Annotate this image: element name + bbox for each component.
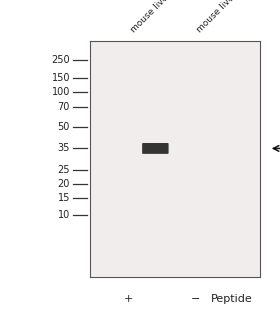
Text: mouse liver: mouse liver bbox=[195, 0, 239, 35]
Text: −: − bbox=[191, 294, 200, 304]
Text: 15: 15 bbox=[58, 193, 70, 203]
Text: mouse liver: mouse liver bbox=[129, 0, 173, 35]
Text: 250: 250 bbox=[51, 55, 70, 65]
Text: 150: 150 bbox=[52, 72, 70, 83]
Text: 20: 20 bbox=[58, 179, 70, 189]
Text: 25: 25 bbox=[57, 165, 70, 175]
Text: 100: 100 bbox=[52, 87, 70, 97]
Text: Peptide: Peptide bbox=[211, 294, 252, 304]
Text: 50: 50 bbox=[58, 122, 70, 132]
Text: 70: 70 bbox=[58, 102, 70, 112]
Text: +: + bbox=[124, 294, 134, 304]
FancyBboxPatch shape bbox=[142, 143, 169, 154]
Text: 10: 10 bbox=[58, 209, 70, 220]
Text: 35: 35 bbox=[58, 143, 70, 153]
